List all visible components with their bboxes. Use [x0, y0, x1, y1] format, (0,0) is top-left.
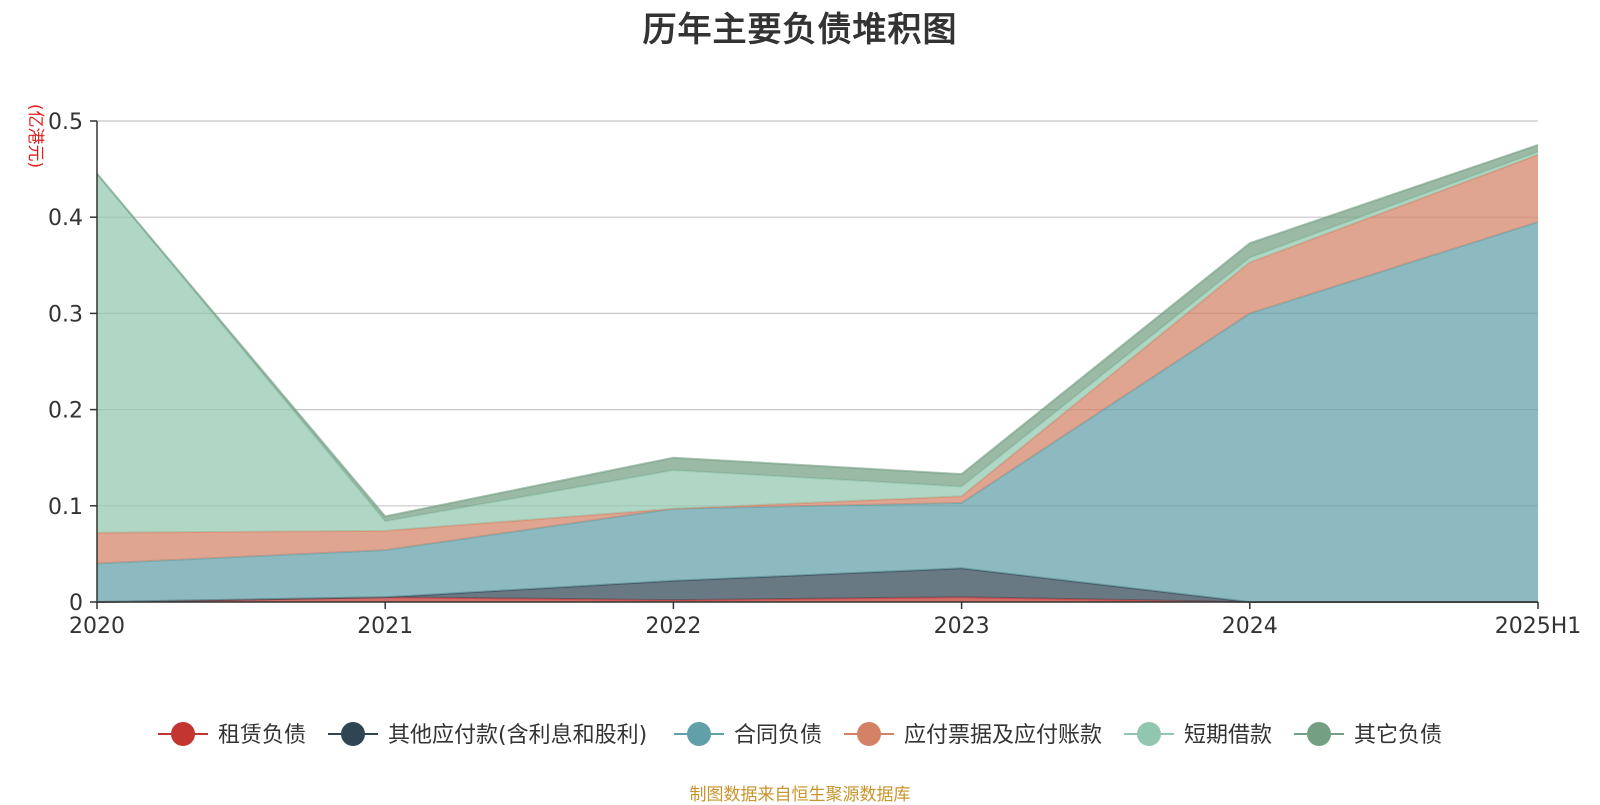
y-tick-label: 0 [69, 591, 83, 616]
y-tick-label: 0.5 [48, 110, 83, 135]
legend-marker [857, 722, 881, 746]
legend-marker [341, 722, 365, 746]
y-tick-label: 0.1 [48, 495, 83, 520]
y-axis-unit-label: (亿港元) [25, 104, 45, 168]
legend-label: 租赁负债 [218, 723, 306, 748]
legend-marker [1307, 722, 1331, 746]
legend-item-2[interactable]: 合同负债 [674, 722, 822, 748]
legend-marker [1137, 722, 1161, 746]
legend-item-5[interactable]: 其它负债 [1294, 722, 1442, 748]
x-tick-label: 2021 [357, 614, 413, 639]
area-series-4 [97, 151, 1538, 533]
legend-item-1[interactable]: 其他应付款(含利息和股利) [328, 722, 647, 748]
source-note: 制图数据来自恒生聚源数据库 [689, 785, 911, 805]
legend[interactable]: 租赁负债 其他应付款(含利息和股利) 合同负债 应付票据及应付账款 短期借款 其它负债 [158, 722, 1442, 748]
x-tick-label: 2024 [1222, 614, 1278, 639]
x-tick-label: 2020 [69, 614, 125, 639]
legend-item-0[interactable]: 租赁负债 [158, 722, 306, 748]
chart-title: 历年主要负债堆积图 [642, 10, 958, 50]
legend-label: 合同负债 [734, 723, 822, 748]
y-tick-label: 0.4 [48, 206, 83, 231]
x-tick-label: 2023 [934, 614, 990, 639]
area-layer [96, 144, 1539, 603]
legend-item-3[interactable]: 应付票据及应付账款 [844, 722, 1102, 748]
legend-marker [687, 722, 711, 746]
series-line-5 [96, 144, 1539, 518]
y-tick-label: 0.3 [48, 302, 83, 327]
legend-label: 其它负债 [1354, 723, 1442, 748]
x-tick-label: 2022 [645, 614, 701, 639]
legend-label: 其他应付款(含利息和股利) [388, 723, 647, 748]
axis-layer: 0 0.1 0.2 0.3 0.4 0.5 2020 2021 2022 2023 2024 2025… [48, 110, 1581, 639]
area-series-2 [97, 222, 1538, 602]
legend-item-4[interactable]: 短期借款 [1124, 722, 1272, 748]
y-tick-label: 0.2 [48, 399, 83, 424]
x-tick-label: 2025H1 [1495, 614, 1582, 639]
legend-label: 应付票据及应付账款 [904, 723, 1102, 748]
legend-label: 短期借款 [1184, 723, 1272, 748]
legend-marker [171, 722, 195, 746]
